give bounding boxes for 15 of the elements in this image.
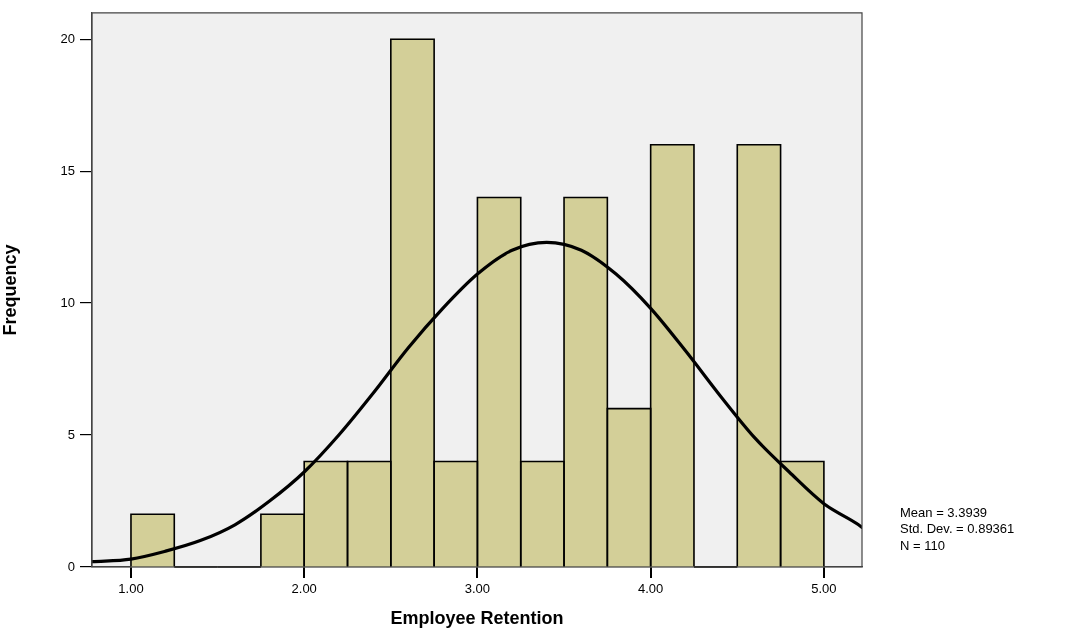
x-tick-label: 4.00 <box>638 581 664 597</box>
y-tick-label: 10 <box>60 294 75 310</box>
x-tick-label: 3.00 <box>464 581 491 597</box>
text: Std. Dev. = 0.89361 <box>900 521 1015 537</box>
text: N = 110 <box>900 537 945 553</box>
y-tick-label: 5 <box>67 426 75 442</box>
y-tick-label: 15 <box>60 162 75 178</box>
y-axis-title: Frequency <box>0 244 20 336</box>
y-tick-label: 0 <box>67 558 75 574</box>
text: Mean = 3.3939 <box>900 504 988 520</box>
x-axis-title: Employee Retention <box>390 608 564 629</box>
x-tick-label: 2.00 <box>291 581 317 597</box>
y-tick-label: 20 <box>60 30 75 46</box>
x-tick-label: 5.00 <box>811 581 837 597</box>
x-tick-label: 1.00 <box>118 581 144 597</box>
